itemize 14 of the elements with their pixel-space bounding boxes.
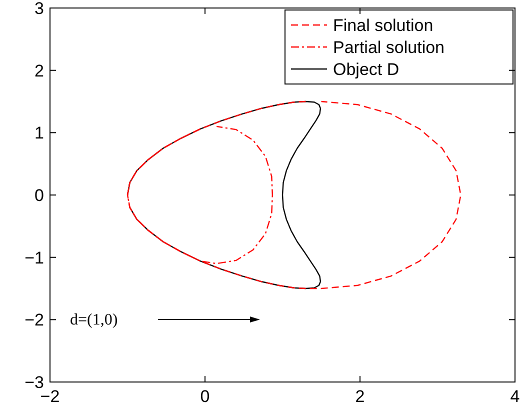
x-tick-label: 4 — [510, 387, 520, 406]
legend-label: Partial solution — [333, 38, 445, 57]
y-tick-label: 3 — [34, 0, 44, 18]
y-tick-label: −2 — [24, 310, 44, 330]
annotation: d=(1,0) — [70, 312, 118, 329]
y-tick-label: 0 — [34, 186, 44, 205]
y-tick-label: −3 — [24, 373, 44, 392]
x-tick-label: 0 — [200, 387, 210, 406]
legend-label: Object D — [333, 60, 400, 79]
y-tick-label: −1 — [24, 248, 44, 268]
y-tick-label: 1 — [34, 124, 44, 143]
legend-label: Final solution — [333, 16, 434, 35]
x-tick-label: 2 — [355, 387, 365, 406]
y-tick-label: 2 — [34, 61, 44, 80]
